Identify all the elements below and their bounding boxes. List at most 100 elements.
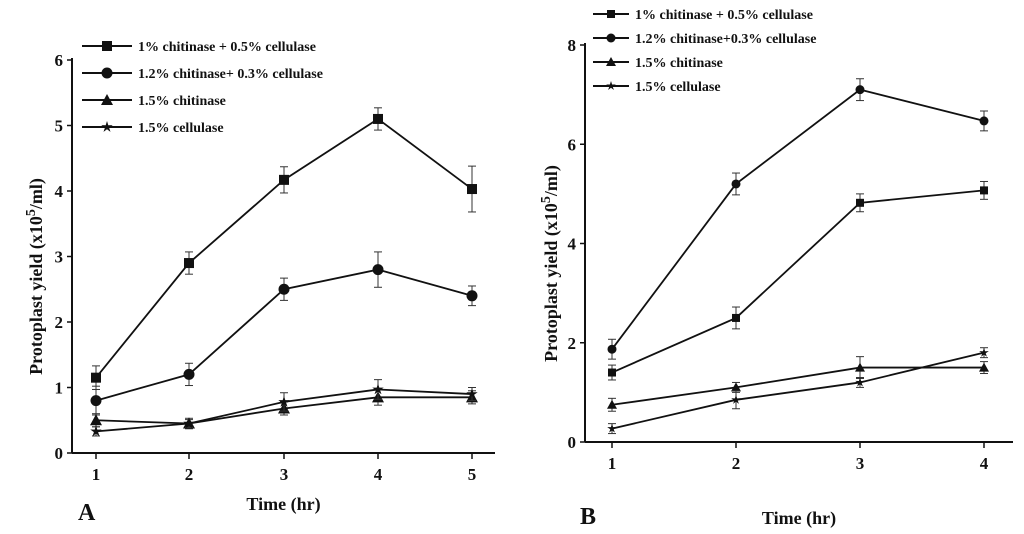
legend-label: 1.5% chitinase	[635, 56, 723, 71]
legend-label: 1.2% chitinase+ 0.3% cellulase	[138, 67, 323, 82]
marker-square	[856, 198, 864, 207]
y-tick-label: 6	[568, 135, 577, 154]
marker-square	[184, 258, 194, 269]
legend-item: 1.5% cellulase	[82, 121, 224, 136]
marker-circle	[90, 395, 102, 407]
marker-circle	[607, 344, 617, 354]
y-tick-label: 2	[55, 313, 64, 332]
marker-square	[980, 186, 988, 195]
x-tick-label: 1	[92, 465, 101, 484]
marker-square	[732, 313, 740, 322]
marker-circle	[979, 116, 989, 126]
marker-square	[467, 184, 477, 195]
y-tick-label: 0	[55, 444, 64, 463]
x-axis-label: Time (hr)	[762, 508, 836, 529]
y-axis-label-unit: /ml)	[541, 165, 562, 197]
series-line	[95, 117, 473, 379]
series-star	[90, 379, 478, 437]
series-star	[607, 347, 989, 435]
y-tick-label: 1	[55, 379, 64, 398]
marker-square	[608, 368, 616, 377]
series-line	[611, 351, 985, 430]
marker-triangle	[979, 362, 989, 372]
y-tick-label: 6	[55, 51, 64, 70]
marker-circle	[731, 179, 741, 189]
marker-square	[102, 41, 112, 51]
x-tick-label: 2	[732, 454, 741, 473]
y-tick-label: 5	[55, 117, 64, 136]
marker-circle	[372, 264, 384, 276]
marker-star	[979, 347, 989, 357]
series-line	[611, 366, 984, 406]
marker-star	[606, 81, 616, 90]
marker-star	[855, 377, 865, 387]
legend-item: 1.2% chitinase+ 0.3% cellulase	[82, 67, 323, 82]
series-square	[91, 107, 477, 390]
legend-label: 1% chitinase + 0.5% cellulase	[635, 8, 813, 23]
legend-item: 1% chitinase + 0.5% cellulase	[593, 8, 813, 23]
legend-label: 1% chitinase + 0.5% cellulase	[138, 40, 316, 55]
y-axis-label: Protoplast yield (x105/ml)	[539, 165, 562, 362]
y-tick-label: 0	[568, 433, 577, 452]
marker-star	[731, 394, 741, 404]
marker-circle	[466, 290, 478, 302]
marker-circle	[606, 33, 616, 43]
x-tick-label: 3	[856, 454, 865, 473]
marker-square	[91, 372, 101, 383]
marker-circle	[183, 368, 195, 380]
legend-label: 1.2% chitinase+0.3% cellulase	[635, 32, 816, 47]
marker-triangle	[90, 414, 102, 426]
legend-item: 1% chitinase + 0.5% cellulase	[82, 40, 316, 55]
marker-square	[607, 10, 615, 18]
y-axis-label-superscript: 5	[539, 196, 554, 203]
series-circle	[607, 78, 989, 360]
marker-star	[466, 388, 478, 399]
legend-item: 1.2% chitinase+0.3% cellulase	[593, 32, 816, 47]
y-axis-label-main: Protoplast yield (x10	[541, 203, 562, 362]
marker-square	[279, 174, 289, 185]
legend-label: 1.5% cellulase	[635, 80, 721, 95]
series-circle	[90, 251, 478, 416]
legend-label: 1.5% cellulase	[138, 121, 224, 136]
marker-star	[607, 423, 617, 433]
marker-circle	[278, 283, 290, 295]
marker-triangle	[101, 94, 113, 105]
x-tick-label: 4	[374, 465, 383, 484]
y-tick-label: 8	[568, 36, 577, 55]
y-tick-label: 4	[568, 235, 577, 254]
marker-square	[373, 113, 383, 124]
marker-star	[90, 425, 102, 437]
y-axis-label: Protoplast yield (x105/ml)	[24, 178, 47, 375]
x-axis-label: Time (hr)	[246, 494, 320, 515]
y-tick-label: 3	[55, 248, 64, 267]
marker-star	[183, 417, 195, 429]
legend-item: 1.5% cellulase	[593, 80, 721, 95]
y-axis-label-unit: /ml)	[26, 178, 47, 210]
chart-panel-b: 0 2 4 6 8 1 2 3 4 Time (hr) Protoplast yield (x105…	[539, 8, 1013, 530]
panel-label: A	[78, 500, 96, 526]
x-tick-label: 5	[468, 465, 477, 484]
x-tick-label: 3	[280, 465, 289, 484]
marker-triangle	[606, 57, 616, 66]
series-line	[611, 189, 985, 374]
series-square	[608, 180, 988, 381]
panel-label: B	[580, 504, 596, 530]
legend-item: 1.5% chitinase	[593, 56, 723, 71]
y-tick-label: 2	[568, 334, 577, 353]
marker-triangle	[855, 362, 865, 372]
y-tick-label: 4	[55, 182, 64, 201]
chart-panel-a: 0 1 2 3 4 5 6 1 2 3 4 5 Time (hr) Protoplast yield (x…	[24, 40, 495, 526]
marker-triangle	[607, 399, 617, 409]
y-axis-label-superscript: 5	[24, 209, 39, 216]
x-tick-label: 2	[185, 465, 194, 484]
x-tick-label: 4	[980, 454, 989, 473]
marker-triangle	[731, 382, 741, 392]
marker-circle	[855, 85, 865, 95]
series-line	[611, 88, 985, 350]
marker-star	[278, 395, 290, 407]
y-axis-label-main: Protoplast yield (x10	[26, 216, 47, 375]
marker-circle	[101, 67, 113, 79]
x-tick-label: 1	[608, 454, 617, 473]
